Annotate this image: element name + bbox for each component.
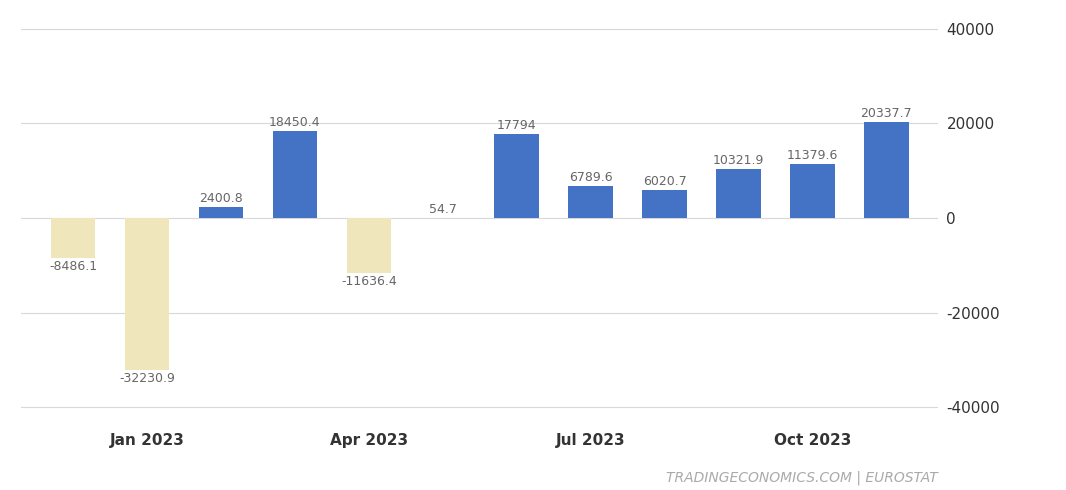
Bar: [865, 122, 908, 218]
Bar: [51, 218, 95, 258]
Text: 54.7: 54.7: [429, 203, 456, 216]
Text: 11379.6: 11379.6: [787, 149, 838, 162]
Bar: [643, 190, 687, 218]
Bar: [125, 218, 169, 370]
Bar: [495, 134, 538, 218]
Text: -8486.1: -8486.1: [49, 260, 97, 273]
Text: 6020.7: 6020.7: [643, 175, 687, 188]
Bar: [716, 169, 761, 218]
Text: 17794: 17794: [497, 119, 536, 132]
Text: 18450.4: 18450.4: [269, 116, 321, 129]
Text: 20337.7: 20337.7: [860, 107, 912, 120]
Bar: [790, 164, 835, 218]
Text: 10321.9: 10321.9: [713, 154, 764, 168]
Bar: [198, 207, 243, 218]
Bar: [273, 131, 317, 218]
Text: -32230.9: -32230.9: [119, 372, 175, 385]
Text: TRADINGECONOMICS.COM | EUROSTAT: TRADINGECONOMICS.COM | EUROSTAT: [666, 470, 938, 485]
Text: -11636.4: -11636.4: [341, 275, 397, 288]
Text: 2400.8: 2400.8: [199, 192, 243, 205]
Text: 6789.6: 6789.6: [569, 171, 612, 184]
Bar: [568, 186, 613, 218]
Bar: [346, 218, 391, 273]
